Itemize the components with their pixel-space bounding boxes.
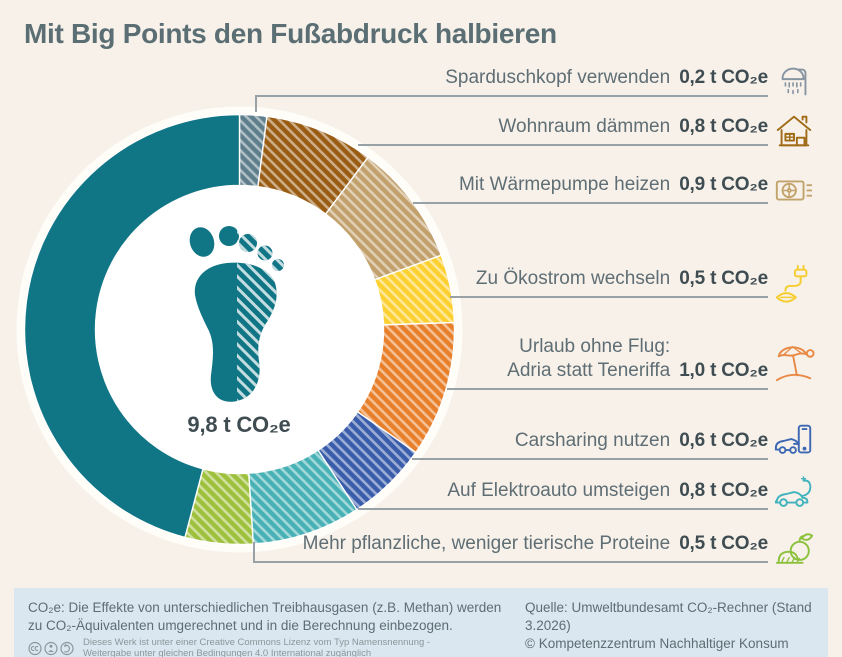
- donut-segment-hatch-3: [374, 255, 455, 325]
- measure-row: Auf Elektroauto umsteigen 0,8 t CO₂e: [447, 479, 768, 503]
- measure-row: Carsharing nutzen 0,6 t CO₂e: [515, 429, 768, 453]
- donut-segment-hatch-5: [318, 411, 416, 510]
- leader-line: [450, 296, 768, 298]
- measure-value: 0,6 t CO₂e: [679, 430, 768, 451]
- leader-line: [255, 95, 768, 97]
- beach-icon: [772, 340, 816, 384]
- source: Quelle: Umweltbundesamt CO₂-Rechner (Sta…: [525, 599, 828, 653]
- donut-chart-svg: [16, 106, 463, 553]
- leader-elbow: [255, 95, 257, 112]
- donut-segment-hatch-6: [248, 450, 357, 545]
- measure-label: Mehr pflanzliche, weniger tierische Prot…: [302, 533, 671, 554]
- cc-icon: [30, 645, 39, 651]
- measure-value: 0,5 t CO₂e: [679, 533, 768, 554]
- license-line1: Dieses Werk ist unter einer Creative Com…: [83, 637, 431, 648]
- footprint-icon: [189, 226, 284, 402]
- footer: CO₂e: Die Effekte von unterschiedlichen …: [14, 588, 828, 657]
- donut-segment-hatch-2: [325, 157, 442, 280]
- measure-row: Mit Wärmepumpe heizen 0,9 t CO₂e: [459, 173, 768, 197]
- measure-value: 1,0 t CO₂e: [679, 360, 768, 381]
- license: Dieses Werk ist unter einer Creative Com…: [28, 637, 430, 657]
- measure-value: 0,8 t CO₂e: [679, 480, 768, 501]
- heatpump-icon: [772, 168, 816, 212]
- measure-label: Auf Elektroauto umsteigen: [447, 480, 671, 501]
- carsharing-icon: [772, 419, 816, 463]
- donut-segment-hatch-7: [184, 468, 254, 545]
- page-title: Mit Big Points den Fußabdruck halbieren: [24, 18, 557, 49]
- leader-line: [358, 144, 768, 146]
- donut-segment-hatch-4: [357, 322, 455, 453]
- measure-row: Sparduschkopf verwenden 0,2 t CO₂e: [445, 66, 768, 90]
- measure-row: Zu Ökostrom wechseln 0,5 t CO₂e: [476, 267, 768, 291]
- cc-sa-icon: [63, 643, 70, 652]
- leader-line: [358, 508, 768, 510]
- total-emissions-label: 9,8 t CO₂e: [187, 412, 291, 437]
- footnote: CO₂e: Die Effekte von unterschiedlichen …: [28, 599, 501, 635]
- measure-value: 0,5 t CO₂e: [679, 268, 768, 289]
- measure-value: 0,2 t CO₂e: [679, 67, 768, 88]
- measure-row: Mehr pflanzliche, weniger tierische Prot…: [302, 532, 769, 556]
- license-line2: Weitergabe unter gleichen Bedingungen 4.…: [83, 648, 372, 657]
- measure-label: Carsharing nutzen: [514, 430, 671, 451]
- license-text: Dieses Werk ist unter einer Creative Com…: [83, 637, 430, 657]
- source-line1: Quelle: Umweltbundesamt CO₂-Rechner (Sta…: [525, 600, 812, 633]
- measure-value: 0,9 t CO₂e: [679, 174, 768, 195]
- ecopower-icon: [772, 262, 816, 306]
- measure-label: Wohnraum dämmen: [498, 116, 671, 137]
- leader-line: [253, 561, 768, 563]
- donut-segment-hatch-0: [239, 114, 267, 187]
- house-icon: [772, 109, 816, 153]
- creative-commons-icons: [28, 641, 74, 655]
- footnote-line2: zu CO₂-Äquivalenten umgerechnet und in d…: [28, 618, 453, 633]
- measure-label: Sparduschkopf verwenden: [445, 67, 671, 88]
- measure-value: 0,8 t CO₂e: [679, 116, 768, 137]
- footnote-line1: CO₂e: Die Effekte von unterschiedlichen …: [28, 600, 502, 615]
- measure-row: Wohnraum dämmen 0,8 t CO₂e: [498, 115, 768, 139]
- leader-line: [413, 202, 768, 204]
- leader-line: [412, 458, 768, 460]
- plantfood-icon: [772, 526, 816, 570]
- measure-label: Urlaub ohne Flug: Adria statt Teneriffa: [507, 336, 671, 381]
- source-line2: © Kompetenzzentrum Nachhaltiger Konsum: [525, 636, 789, 651]
- donut-segment-hatch-1: [257, 116, 369, 215]
- measure-label: Zu Ökostrom wechseln: [475, 268, 671, 289]
- measure-row: Urlaub ohne Flug: Adria statt Teneriffa 1…: [507, 335, 768, 383]
- cc-by-icon: [48, 644, 54, 652]
- shower-icon: [772, 60, 816, 104]
- ecar-icon: [772, 472, 816, 516]
- donut-chart: [16, 106, 463, 553]
- measure-label: Mit Wärmepumpe heizen: [458, 174, 671, 195]
- leader-elbow: [253, 542, 255, 561]
- leader-line: [447, 388, 768, 390]
